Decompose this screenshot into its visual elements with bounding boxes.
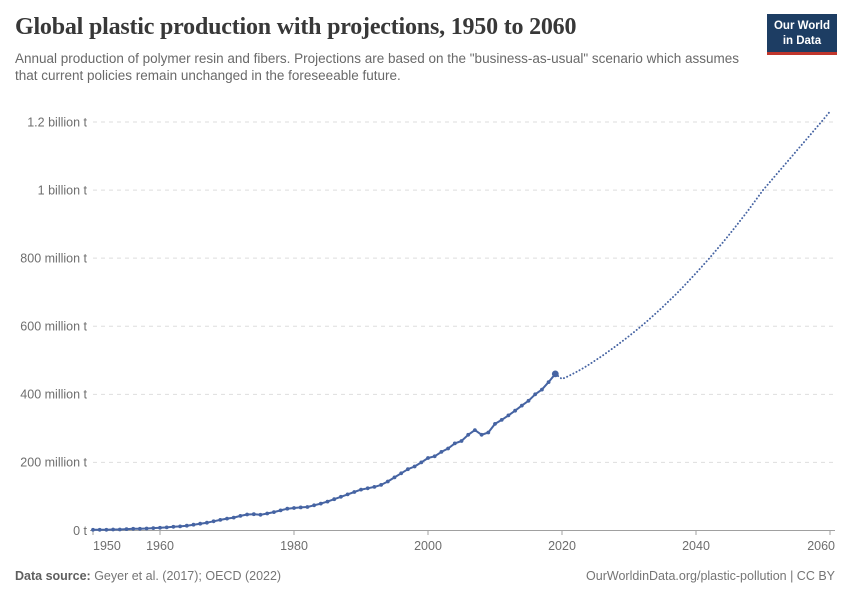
data-point-marker [191, 522, 196, 527]
historical-line[interactable] [92, 372, 557, 531]
x-axis-tick-label: 2020 [548, 539, 576, 553]
y-axis-tick-label: 200 million t [20, 456, 87, 470]
owid-logo-line1: Our World [773, 20, 830, 32]
data-point-marker [272, 510, 276, 514]
data-point-marker [265, 511, 270, 516]
data-point-marker [285, 506, 290, 511]
data-point-marker [117, 527, 122, 532]
data-point-marker [218, 518, 223, 522]
data-point-marker [526, 398, 531, 403]
data-point-marker [339, 494, 343, 499]
data-point-marker [245, 512, 250, 517]
data-point-marker [479, 432, 484, 437]
y-axis-tick-label: 1.2 billion t [27, 115, 87, 129]
data-point-marker [97, 527, 102, 532]
y-axis-tick-label: 1 billion t [38, 183, 88, 197]
data-point-marker [459, 439, 464, 443]
data-point-marker [158, 525, 162, 530]
end-point-marker[interactable] [551, 370, 559, 378]
data-point-marker [138, 526, 142, 531]
data-point-marker [533, 392, 538, 397]
y-axis-tick-label: 400 million t [20, 388, 87, 402]
data-point-marker [392, 475, 397, 480]
data-point-marker [379, 483, 383, 487]
data-point-marker [432, 454, 437, 459]
x-axis-tick-label: 2000 [414, 539, 442, 553]
data-point-marker [144, 526, 149, 531]
data-source-label: Data source: [15, 569, 91, 583]
data-point-marker [499, 418, 504, 422]
data-point-marker [251, 512, 256, 517]
data-point-marker [419, 460, 424, 465]
data-point-marker [238, 514, 243, 518]
data-point-marker [385, 479, 390, 484]
data-point-marker [258, 512, 263, 517]
chart-footer: Data source: Geyer et al. (2017); OECD (… [15, 569, 835, 583]
data-point-marker [231, 515, 236, 520]
projection-line[interactable] [554, 110, 831, 381]
y-axis-tick-label: 600 million t [20, 320, 87, 334]
x-axis-tick-label: 1950 [93, 539, 121, 553]
data-point-marker [91, 527, 95, 532]
data-point-marker [439, 450, 444, 454]
data-point-marker [225, 516, 229, 521]
data-point-marker [278, 508, 283, 513]
data-point-marker [345, 492, 350, 497]
data-point-marker [325, 499, 330, 504]
data-point-marker [178, 524, 183, 529]
data-point-marker [332, 497, 337, 502]
data-point-marker [399, 471, 404, 476]
data-source-note: Data source: Geyer et al. (2017); OECD (… [15, 569, 281, 583]
data-point-marker [365, 486, 370, 491]
data-point-marker [211, 519, 216, 524]
page-title: Global plastic production with projectio… [15, 14, 577, 40]
data-point-marker [124, 527, 129, 531]
data-point-marker [426, 456, 430, 460]
data-point-marker [205, 520, 209, 525]
data-point-marker [131, 526, 136, 531]
data-point-marker [312, 503, 316, 508]
attribution-link[interactable]: OurWorldinData.org/plastic-pollution | C… [586, 569, 835, 583]
data-point-marker [406, 467, 410, 472]
data-point-marker [359, 487, 363, 492]
data-point-marker [184, 523, 189, 528]
data-point-marker [466, 432, 471, 437]
data-point-marker [540, 387, 544, 392]
data-point-marker [473, 428, 477, 432]
data-point-marker [164, 525, 169, 530]
data-point-marker [171, 524, 176, 529]
data-point-marker [104, 527, 109, 532]
chart-subtitle: Annual production of polymer resin and f… [15, 50, 739, 84]
data-point-marker [151, 526, 156, 530]
x-axis-tick-label: 2060 [807, 539, 835, 553]
data-point-marker [546, 380, 551, 384]
data-point-marker [292, 506, 296, 510]
y-axis-tick-label: 0 t [73, 524, 87, 538]
data-point-marker [305, 505, 310, 509]
data-point-marker [452, 441, 457, 446]
data-point-marker [372, 485, 377, 489]
data-point-marker [352, 490, 357, 494]
data-point-marker [486, 430, 491, 435]
owid-logo[interactable]: Our World in Data [766, 14, 837, 56]
y-axis-tick-label: 800 million t [20, 251, 87, 265]
chart-header: Global plastic production with projectio… [15, 14, 765, 85]
data-point-marker [519, 403, 524, 408]
data-source-value: Geyer et al. (2017); OECD (2022) [90, 569, 282, 583]
data-point-marker [446, 446, 450, 451]
data-point-marker [506, 413, 511, 418]
data-point-marker [513, 408, 517, 413]
data-point-marker [198, 521, 203, 526]
x-axis-tick-label: 1960 [146, 539, 174, 553]
data-point-marker [493, 422, 497, 426]
data-point-marker [318, 501, 323, 506]
x-axis-tick-label: 2040 [682, 539, 710, 553]
data-point-marker [111, 527, 115, 532]
data-point-marker [298, 505, 303, 510]
x-axis-tick-label: 1980 [280, 539, 308, 553]
data-point-marker [412, 464, 417, 469]
owid-logo-line2: in Data [782, 34, 822, 47]
